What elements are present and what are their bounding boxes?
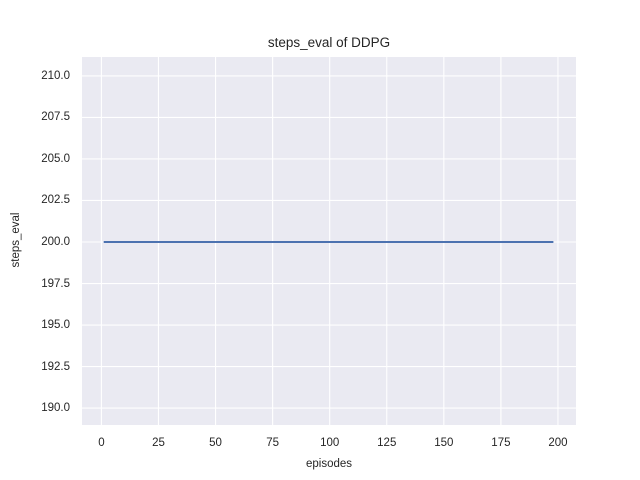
x-tick-label: 175 [491,437,511,449]
y-tick-label: 197.5 [41,277,70,290]
y-tick-label: 207.5 [41,111,70,124]
chart-title: steps_eval of DDPG [267,35,391,50]
x-tick-label: 150 [434,437,454,449]
x-tick-label: 0 [98,437,105,449]
y-tick-label: 192.5 [41,360,70,373]
x-tick-label: 25 [152,437,165,449]
x-axis-label: episodes [305,458,353,470]
y-tick-label: 205.0 [41,152,70,165]
x-tick-label: 75 [266,437,280,449]
y-tick-label: 202.5 [41,194,70,207]
y-tick-label: 210.0 [41,69,70,82]
x-tick-label: 200 [548,437,568,449]
x-tick-label: 125 [377,437,397,449]
x-tick-label: 100 [320,437,340,449]
y-tick-label: 200.0 [41,235,70,248]
x-tick-label: 50 [209,437,222,449]
y-tick-label: 190.0 [41,402,70,415]
y-tick-label: 195.0 [41,319,70,332]
